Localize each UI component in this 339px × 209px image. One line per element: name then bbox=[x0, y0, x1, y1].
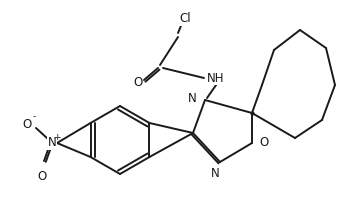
Text: O: O bbox=[259, 136, 268, 149]
Text: -: - bbox=[33, 112, 36, 121]
Text: NH: NH bbox=[207, 71, 224, 84]
Text: N: N bbox=[188, 92, 197, 104]
Text: O: O bbox=[37, 170, 47, 183]
Text: Cl: Cl bbox=[179, 12, 191, 25]
Text: N: N bbox=[47, 136, 56, 149]
Text: O: O bbox=[22, 117, 32, 130]
Text: +: + bbox=[53, 133, 61, 141]
Text: O: O bbox=[133, 75, 143, 88]
Text: N: N bbox=[211, 167, 219, 180]
